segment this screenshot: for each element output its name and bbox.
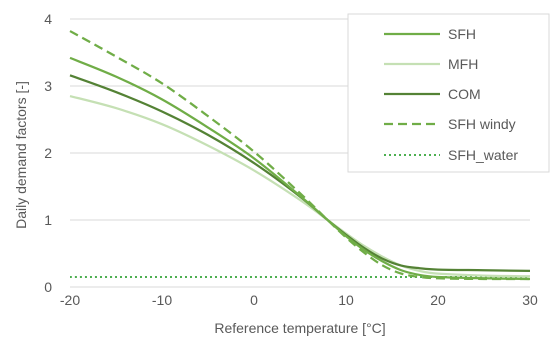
axes: 0 1 2 3 4 -20 -10 0 10 20 30	[44, 11, 538, 308]
series-lines	[69, 30, 531, 281]
x-tick-label: 20	[430, 292, 446, 308]
legend-box	[347, 13, 550, 173]
x-tick-label: 30	[522, 292, 538, 308]
y-tick-label: 3	[44, 78, 52, 94]
x-tick-label: -10	[152, 292, 172, 308]
legend-label: COM	[448, 86, 481, 102]
series-line-sfh-windy	[69, 30, 531, 281]
y-tick-label: 2	[44, 145, 52, 161]
x-tick-label: -20	[60, 292, 80, 308]
y-axis-title: Daily demand factors [-]	[13, 81, 29, 229]
y-tick-label: 1	[44, 212, 52, 228]
x-tick-label: 10	[338, 292, 354, 308]
y-tick-label: 4	[44, 11, 52, 27]
legend-label: SFH_water	[448, 147, 518, 163]
legend-label: SFH	[448, 26, 476, 42]
legend: SFH MFH COM SFH windy SFH_water	[347, 13, 550, 173]
series-line-sfh	[69, 56, 531, 281]
x-axis-title: Reference temperature [°C]	[214, 320, 385, 336]
legend-label: MFH	[448, 56, 478, 72]
y-tick-label: 0	[44, 279, 52, 295]
legend-label: SFH windy	[448, 116, 516, 132]
x-tick-label: 0	[250, 292, 258, 308]
